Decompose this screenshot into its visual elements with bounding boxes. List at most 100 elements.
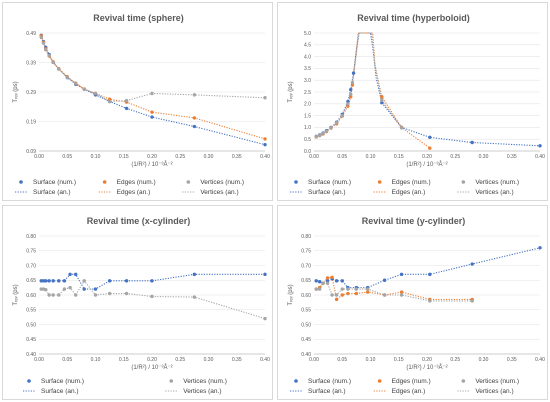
legend-label: Surface (an.) — [41, 388, 79, 395]
y-tick-label: 0.50 — [301, 322, 311, 328]
y-tick-label: 1.0 — [304, 125, 311, 131]
legend-item-edges-num: Edges (num.) — [377, 378, 431, 385]
data-point-surface-num — [124, 106, 129, 111]
x-tick-label: 0.35 — [232, 357, 242, 363]
y-tick-label: 0.60 — [26, 293, 36, 299]
y-tick-label: 0.40 — [301, 352, 311, 358]
data-point-surface-num — [325, 279, 330, 283]
legend-item-edges-an: Edges (an.) — [373, 189, 426, 196]
data-point-surface-num — [317, 280, 322, 284]
chart-title: Revival time (hyperboloid) — [357, 13, 470, 23]
data-point-vertices-num — [314, 287, 318, 291]
data-point-surface-num — [124, 279, 129, 283]
y-tick-label: 3.0 — [304, 78, 311, 84]
legend-label: Surface (an.) — [33, 189, 71, 196]
data-point-edges-num — [349, 95, 353, 99]
data-point-vertices-num — [82, 279, 86, 283]
data-point-edges-num — [428, 146, 432, 150]
data-point-surface-num — [263, 272, 267, 277]
x-tick-label: 0.40 — [535, 154, 545, 160]
x-tick-label: 0.05 — [62, 154, 72, 160]
data-point-vertices-num — [340, 287, 344, 291]
y-tick-label: 4.0 — [304, 54, 311, 60]
x-axis-label: (1/R²) / 10⁻³Å⁻² — [131, 161, 172, 168]
y-tick-label: 0.50 — [26, 322, 36, 328]
data-point-edges-num — [334, 297, 339, 302]
legend-item-edges-an: Edges (an.) — [98, 189, 150, 196]
x-tick-label: 0.25 — [175, 154, 185, 160]
legend-label: Edges (an.) — [392, 189, 426, 196]
legend-item-vertices-an: Vertices (an.) — [182, 189, 239, 196]
legend-marker — [294, 180, 298, 184]
data-point-vertices-num — [399, 126, 404, 130]
legend-label: Edges (an.) — [392, 388, 426, 395]
data-point-surface-num — [340, 279, 344, 283]
x-tick-label: 0.40 — [535, 357, 545, 363]
series-line-edges-an — [40, 35, 265, 140]
data-point-surface-num — [263, 142, 267, 147]
x-tick-label: 0.30 — [479, 154, 489, 160]
legend-label: Edges (num.) — [117, 179, 156, 186]
y-axis-label: Tᵣₑᵥ (ps) — [288, 284, 294, 305]
data-point-edges-num — [354, 291, 359, 296]
data-point-surface-num — [346, 99, 350, 104]
x-tick-label: 0.15 — [119, 154, 129, 160]
series-line-vertices-an — [41, 279, 265, 320]
chart-svg: Revival time (sphere) 0.09 0.19 0.29 0.39 0.4… — [13, 13, 270, 196]
data-point-vertices-num — [44, 47, 48, 52]
y-tick-label: 0.19 — [26, 119, 36, 125]
data-point-vertices-num — [321, 131, 325, 136]
x-tick-label: 0.30 — [479, 357, 489, 363]
data-point-vertices-num — [354, 287, 359, 291]
chart-svg: Revival time (x-cylinder) 0.40 0.45 0.50 0.5… — [13, 216, 270, 395]
data-point-edges-num — [150, 110, 154, 114]
data-point-surface-num — [334, 279, 339, 283]
y-tick-label: 0.09 — [26, 149, 36, 155]
legend-label: Vertices (num.) — [475, 179, 519, 186]
y-tick-label: 4.5 — [304, 43, 311, 49]
data-point-vertices-num — [41, 41, 46, 45]
x-axis-label: (1/R²) / 10⁻³Å⁻² — [406, 364, 447, 371]
y-tick-label: 0.39 — [26, 60, 36, 66]
data-point-vertices-num — [349, 92, 353, 97]
x-tick-label: 0.35 — [232, 154, 242, 160]
data-point-vertices-num — [470, 299, 474, 303]
y-tick-label: 0.75 — [301, 249, 311, 255]
data-point-vertices-num — [382, 293, 387, 297]
data-point-surface-num — [349, 87, 353, 92]
legend-label: Surface (an.) — [308, 189, 346, 196]
legend-item-surface-num: Surface (num.) — [27, 378, 84, 385]
data-point-vertices-num — [150, 294, 154, 299]
legend-item-surface-an: Surface (an.) — [23, 388, 79, 395]
y-tick-label: 2.5 — [304, 90, 311, 96]
data-point-surface-num — [107, 279, 112, 283]
data-point-vertices-num — [380, 98, 384, 102]
legend-item-vertices-num: Vertices (num.) — [186, 179, 244, 186]
data-point-vertices-num — [47, 53, 51, 58]
x-tick-label: 0.20 — [422, 154, 432, 160]
x-tick-label: 0.15 — [394, 357, 404, 363]
series-line-vertices-an — [316, 32, 403, 138]
data-point-vertices-num — [350, 80, 355, 85]
y-tick-label: 0.55 — [301, 308, 311, 314]
x-tick-label: 0.10 — [91, 357, 101, 363]
y-tick-label: 1.5 — [304, 113, 311, 119]
legend-label: Vertices (num.) — [200, 179, 244, 186]
series-line-edges-an — [316, 276, 473, 301]
chart-panel-y-cylinder: Revival time (y-cylinder) 0.40 0.45 0.50 0.5… — [277, 205, 548, 400]
y-tick-label: 0.29 — [26, 90, 36, 96]
x-tick-label: 0.25 — [450, 357, 460, 363]
legend-item-edges-an: Edges (an.) — [373, 388, 426, 395]
data-point-surface-num — [399, 272, 404, 277]
x-tick-label: 0.05 — [337, 357, 347, 363]
x-tick-label: 0.00 — [34, 357, 44, 363]
legend-label: Edges (num.) — [392, 179, 431, 186]
chart-title: Revival time (sphere) — [93, 13, 184, 23]
x-tick-label: 0.35 — [507, 154, 517, 160]
legend-item-surface-an: Surface (an.) — [15, 189, 71, 196]
data-point-surface-num — [470, 140, 474, 145]
legend-item-vertices-an: Vertices (an.) — [165, 388, 222, 395]
y-axis-label: Tᵣₑᵥ (ps) — [288, 81, 294, 102]
data-point-vertices-num — [150, 91, 154, 96]
x-tick-label: 0.00 — [309, 357, 319, 363]
